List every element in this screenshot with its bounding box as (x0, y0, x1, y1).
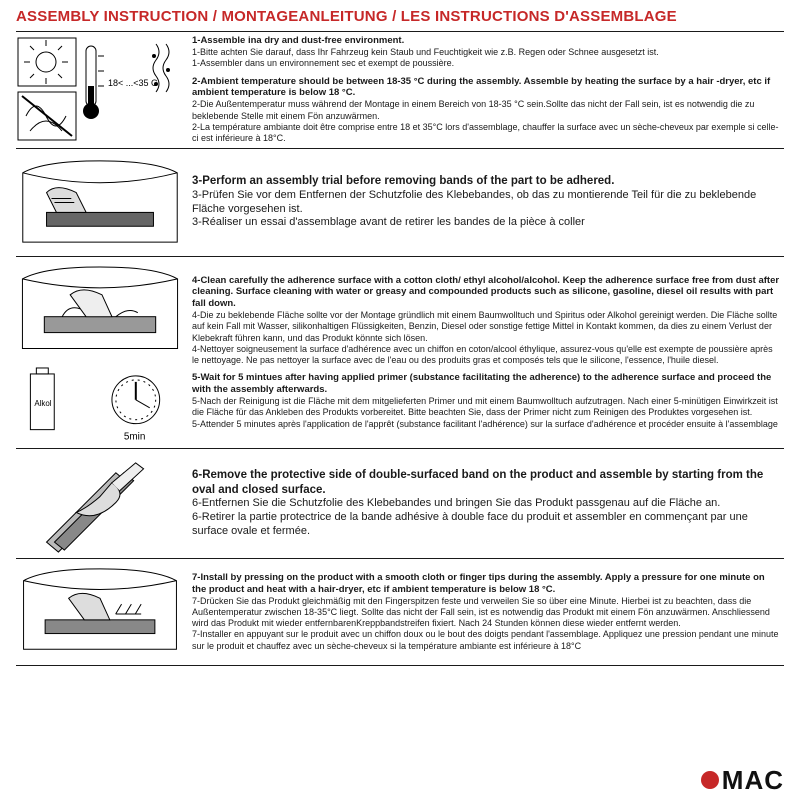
step-1-fr: 1-Assembler dans un environnement sec et… (192, 58, 780, 69)
text-6: 6-Remove the protective side of double-s… (184, 449, 784, 558)
illus-peel (16, 449, 184, 558)
step-6: 6-Remove the protective side of double-s… (192, 468, 780, 538)
assembly-instruction-sheet: ASSEMBLY INSTRUCTION / MONTAGEANLEITUNG … (0, 0, 800, 800)
step-2-fr: 2-La température ambiante doit être comp… (192, 122, 780, 145)
step-4: 4-Clean carefully the adherence surface … (192, 275, 780, 367)
step-4-fr: 4-Nettoyer soigneusement la surface d'ad… (192, 344, 780, 367)
press-diagram (16, 563, 184, 661)
step-4-de: 4-Die zu beklebende Fläche sollte vor de… (192, 310, 780, 344)
step-6-de: 6-Entfernen Sie die Schutzfolie des Kleb… (192, 497, 780, 511)
step-3-fr: 3-Réaliser un essai d'assemblage avant d… (192, 216, 780, 230)
step-3-en: 3-Perform an assembly trial before remov… (192, 174, 780, 188)
temp-range-label: 18< ...<35 C (108, 78, 158, 88)
page-title: ASSEMBLY INSTRUCTION / MONTAGEANLEITUNG … (16, 8, 784, 31)
illus-trial (16, 149, 184, 256)
logo-text: MAC (722, 764, 784, 797)
row-1-2: 18< ...<35 C 1-Assemble ina dry and dust… (16, 31, 784, 148)
brand-logo: MAC (701, 764, 784, 797)
step-6-en: 6-Remove the protective side of double-s… (192, 468, 780, 497)
step-7: 7-Install by pressing on the product wit… (192, 572, 780, 652)
step-7-fr: 7-Installer en appuyant sur le produit a… (192, 629, 780, 652)
step-2: 2-Ambient temperature should be between … (192, 76, 780, 145)
step-7-de: 7-Drücken Sie das Produkt gleichmäßig mi… (192, 596, 780, 630)
step-1-de: 1-Bitte achten Sie darauf, dass Ihr Fahr… (192, 47, 780, 58)
step-6-fr: 6-Retirer la partie protectrice de la ba… (192, 511, 780, 539)
row-6: 6-Remove the protective side of double-s… (16, 448, 784, 558)
text-4-5: 4-Clean carefully the adherence surface … (184, 257, 784, 448)
step-5: 5-Wait for 5 mintues after having applie… (192, 372, 780, 430)
step-7-en: 7-Install by pressing on the product wit… (192, 572, 780, 596)
primer-wait-diagram: Alkol 5min (16, 364, 184, 444)
step-1-en: 1-Assemble ina dry and dust-free environ… (192, 35, 780, 47)
row-3: 3-Perform an assembly trial before remov… (16, 148, 784, 256)
row-7: 7-Install by pressing on the product wit… (16, 558, 784, 666)
peel-diagram (16, 453, 184, 554)
footer: MAC (16, 754, 784, 800)
step-2-en: 2-Ambient temperature should be between … (192, 76, 780, 100)
logo-dot-icon (701, 771, 719, 789)
env-temp-diagram: 18< ...<35 C (16, 36, 184, 144)
illus-env-temp: 18< ...<35 C (16, 32, 184, 148)
step-4-en: 4-Clean carefully the adherence surface … (192, 275, 780, 311)
text-3: 3-Perform an assembly trial before remov… (184, 149, 784, 256)
wait-label: 5min (124, 432, 146, 443)
clean-diagram (16, 261, 184, 360)
step-5-en: 5-Wait for 5 mintues after having applie… (192, 372, 780, 396)
step-5-fr: 5-Attender 5 minutes après l'application… (192, 419, 780, 430)
step-3: 3-Perform an assembly trial before remov… (192, 174, 780, 230)
instruction-rows: 18< ...<35 C 1-Assemble ina dry and dust… (16, 31, 784, 754)
trial-diagram (16, 153, 184, 252)
row-4-5: Alkol 5min 4-Clean carefully the adheren… (16, 256, 784, 448)
illus-clean-primer: Alkol 5min (16, 257, 184, 448)
text-1-2: 1-Assemble ina dry and dust-free environ… (184, 32, 784, 148)
step-5-de: 5-Nach der Reinigung ist die Fläche mit … (192, 396, 780, 419)
step-3-de: 3-Prüfen Sie vor dem Entfernen der Schut… (192, 189, 780, 217)
step-1: 1-Assemble ina dry and dust-free environ… (192, 35, 780, 69)
step-2-de: 2-Die Außentemperatur muss während der M… (192, 99, 780, 122)
illus-press (16, 559, 184, 665)
text-7: 7-Install by pressing on the product wit… (184, 559, 784, 665)
alcohol-label: Alkol (34, 399, 51, 408)
